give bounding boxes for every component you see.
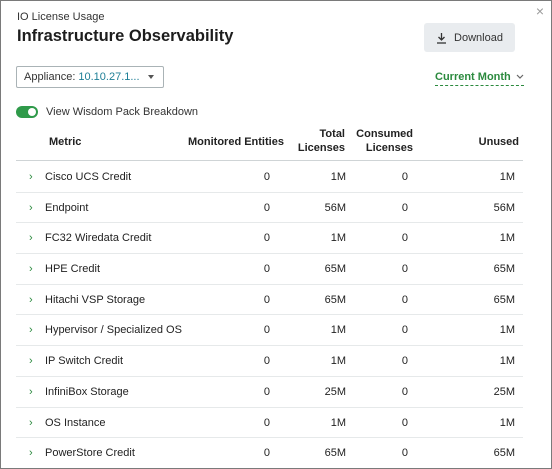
cell-monitored-entities: 0 (263, 447, 270, 460)
cell-monitored-entities: 0 (263, 416, 270, 429)
cell-metric: OS Instance (45, 416, 106, 429)
period-label: Current Month (435, 71, 511, 83)
appliance-label: Appliance: (24, 71, 76, 83)
expand-chevron-icon[interactable]: › (29, 263, 33, 276)
close-icon[interactable]: × (535, 3, 544, 19)
table-header: Metric Monitored Entities Total Licenses… (16, 123, 523, 161)
cell-metric: IP Switch Credit (45, 355, 124, 368)
cell-metric: InfiniBox Storage (45, 385, 129, 398)
cell-consumed-licenses: 0 (401, 263, 408, 276)
table-row[interactable]: › IP Switch Credit 0 1M 0 1M (16, 346, 523, 377)
table-row[interactable]: › HPE Credit 0 65M 0 65M (16, 254, 523, 285)
cell-consumed-licenses: 0 (401, 324, 408, 337)
col-consumed-line1: Consumed (356, 128, 413, 140)
cell-consumed-licenses: 0 (401, 201, 408, 214)
cell-consumed-licenses: 0 (401, 171, 408, 183)
table-row[interactable]: › Endpoint 0 56M 0 56M (16, 193, 523, 224)
cell-total-licenses: 65M (324, 447, 346, 460)
cell-monitored-entities: 0 (263, 263, 270, 276)
col-metric[interactable]: Metric (49, 136, 82, 148)
expand-chevron-icon[interactable]: › (29, 447, 33, 460)
table-row[interactable]: › PowerStore Credit 0 65M 0 65M (16, 438, 523, 468)
cell-consumed-licenses: 0 (401, 293, 408, 306)
download-button[interactable]: Download (424, 23, 515, 52)
panel-subtitle: IO License Usage (17, 11, 105, 23)
expand-chevron-icon[interactable]: › (29, 171, 33, 183)
col-unused[interactable]: Unused (478, 136, 519, 148)
cell-consumed-licenses: 0 (401, 416, 408, 429)
cell-unused: 1M (499, 416, 515, 429)
cell-metric: Hitachi VSP Storage (45, 293, 146, 306)
cell-total-licenses: 65M (324, 293, 346, 306)
table-row[interactable]: › InfiniBox Storage 0 25M 0 25M (16, 377, 523, 408)
table-row[interactable]: › FC32 Wiredata Credit 0 1M 0 1M (16, 223, 523, 255)
cell-monitored-entities: 0 (263, 201, 270, 214)
cell-unused: 1M (499, 232, 515, 245)
expand-chevron-icon[interactable]: › (29, 416, 33, 429)
wisdom-pack-toggle[interactable] (16, 106, 38, 118)
cell-consumed-licenses: 0 (401, 232, 408, 245)
toggle-knob (28, 108, 36, 116)
toggle-label: View Wisdom Pack Breakdown (46, 106, 199, 118)
cell-unused: 65M (493, 293, 515, 306)
table-row[interactable]: › Hypervisor / Specialized OS 0 1M 0 1M (16, 315, 523, 347)
cell-total-licenses: 1M (330, 355, 346, 368)
cell-unused: 1M (499, 355, 515, 368)
table-body: › Cisco UCS Credit 0 1M 0 1M › Endpoint 0 56M 0 56M… (16, 162, 523, 468)
expand-chevron-icon[interactable]: › (29, 293, 33, 306)
table-row[interactable]: › Hitachi VSP Storage 0 65M 0 65M (16, 285, 523, 316)
cell-metric: Cisco UCS Credit (45, 171, 132, 183)
col-total-line2: Licenses (297, 142, 345, 154)
expand-chevron-icon[interactable]: › (29, 355, 33, 368)
expand-chevron-icon[interactable]: › (29, 201, 33, 214)
wisdom-pack-toggle-row: View Wisdom Pack Breakdown (16, 106, 198, 118)
cell-unused: 25M (493, 385, 515, 398)
cell-metric: Hypervisor / Specialized OS (45, 324, 182, 337)
cell-metric: Endpoint (45, 201, 89, 214)
appliance-value: 10.10.27.1... (78, 71, 140, 83)
col-total-line1: Total (319, 128, 345, 140)
download-icon (436, 32, 447, 44)
cell-monitored-entities: 0 (263, 232, 270, 245)
col-consumed-line2: Licenses (365, 142, 413, 154)
table-row[interactable]: › Cisco UCS Credit 0 1M 0 1M (16, 162, 523, 193)
cell-total-licenses: 56M (324, 201, 346, 214)
cell-consumed-licenses: 0 (401, 385, 408, 398)
cell-unused: 1M (499, 171, 515, 183)
appliance-select[interactable]: Appliance: 10.10.27.1... (16, 66, 164, 88)
expand-chevron-icon[interactable]: › (29, 232, 33, 245)
cell-unused: 65M (493, 263, 515, 276)
cell-unused: 1M (499, 324, 515, 337)
cell-metric: FC32 Wiredata Credit (45, 232, 152, 245)
cell-metric: PowerStore Credit (45, 447, 135, 460)
period-selector[interactable]: Current Month (435, 71, 524, 86)
cell-monitored-entities: 0 (263, 385, 270, 398)
chevron-down-icon (516, 72, 524, 83)
cell-monitored-entities: 0 (263, 293, 270, 306)
table-row[interactable]: › OS Instance 0 1M 0 1M (16, 408, 523, 439)
expand-chevron-icon[interactable]: › (29, 385, 33, 398)
cell-consumed-licenses: 0 (401, 355, 408, 368)
page-title: Infrastructure Observability (17, 27, 234, 45)
cell-total-licenses: 1M (330, 171, 346, 183)
cell-monitored-entities: 0 (263, 355, 270, 368)
cell-total-licenses: 1M (330, 416, 346, 429)
cell-total-licenses: 1M (330, 324, 346, 337)
cell-metric: HPE Credit (45, 263, 101, 276)
col-consumed-licenses[interactable]: Consumed Licenses (356, 127, 413, 155)
download-label: Download (454, 31, 503, 44)
cell-total-licenses: 1M (330, 232, 346, 245)
cell-consumed-licenses: 0 (401, 447, 408, 460)
cell-unused: 65M (493, 447, 515, 460)
cell-total-licenses: 65M (324, 263, 346, 276)
cell-monitored-entities: 0 (263, 171, 270, 183)
cell-monitored-entities: 0 (263, 324, 270, 337)
cell-total-licenses: 25M (324, 385, 346, 398)
cell-unused: 56M (493, 201, 515, 214)
col-monitored-entities[interactable]: Monitored Entities (188, 136, 284, 148)
expand-chevron-icon[interactable]: › (29, 324, 33, 337)
col-total-licenses[interactable]: Total Licenses (298, 127, 345, 155)
caret-down-icon (148, 75, 154, 79)
